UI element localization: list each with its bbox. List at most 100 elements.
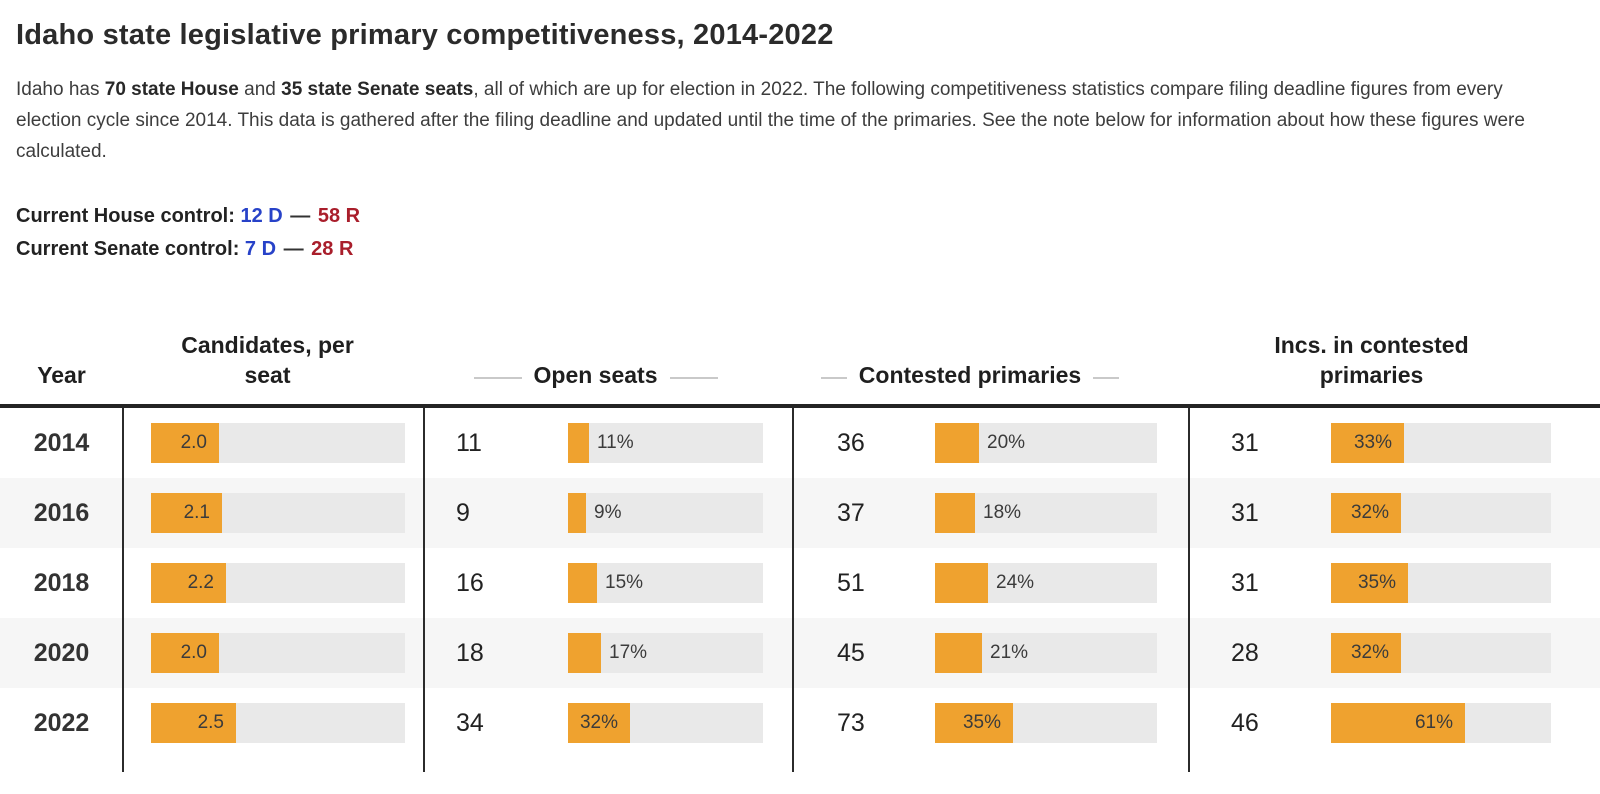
bar-track: 61% xyxy=(1331,703,1551,743)
bar-value-label: 20% xyxy=(987,432,1026,453)
count-value: 31 xyxy=(1231,428,1259,457)
header-dash-right xyxy=(1093,377,1120,379)
incs-cell: 28 32% xyxy=(1189,618,1600,688)
count-value: 31 xyxy=(1231,568,1259,597)
incs-cell: 31 35% xyxy=(1189,548,1600,618)
count-value: 18 xyxy=(456,638,484,667)
page: Idaho state legislative primary competit… xyxy=(0,16,1600,772)
bar-value-label: 35% xyxy=(1357,572,1396,593)
count-value: 34 xyxy=(456,708,484,737)
bar-track: 2.2 xyxy=(151,563,405,603)
bar-fill xyxy=(935,633,982,673)
table-row: 2014 2.0 11 11% 36 20% 31 33% xyxy=(0,408,1600,478)
year-label: 2022 xyxy=(33,708,90,737)
header-dash-left xyxy=(473,377,522,379)
incs-cell: 31 32% xyxy=(1189,478,1600,548)
intro-text: , all of which are up for election in 20… xyxy=(16,79,1525,162)
bar-fill xyxy=(151,493,222,533)
table-body: 2014 2.0 11 11% 36 20% 31 33% 2016 2.1 9 9% 37 18% 31 3… xyxy=(0,404,1600,772)
candidates-per-seat-cell: 2.2 xyxy=(123,548,424,618)
year-cell: 2016 xyxy=(0,478,123,548)
house-control-label: Current House control: xyxy=(16,205,235,227)
bar-value-label: 24% xyxy=(996,572,1035,593)
column-divider xyxy=(122,408,124,772)
col-header-candidates-per-seat: Candidates, per seat xyxy=(181,332,354,388)
bar-fill xyxy=(151,633,219,673)
bar-value-label: 2.0 xyxy=(180,432,207,453)
contested-primaries-cell: 37 18% xyxy=(793,478,1189,548)
open-seats-cell: 34 32% xyxy=(424,688,793,758)
count-value: 16 xyxy=(456,568,484,597)
count-value: 36 xyxy=(837,428,865,457)
bar-value-label: 18% xyxy=(983,502,1022,523)
bar-value-label: 15% xyxy=(605,572,644,593)
contested-primaries-cell: 45 21% xyxy=(793,618,1189,688)
open-seats-cell: 16 15% xyxy=(424,548,793,618)
bar-value-label: 17% xyxy=(609,642,648,663)
page-title: Idaho state legislative primary competit… xyxy=(16,19,834,51)
col-header-incs-in-contested-primaries: Incs. in contested primaries xyxy=(1274,332,1469,388)
year-cell: 2020 xyxy=(0,618,123,688)
contested-primaries-cell: 51 24% xyxy=(793,548,1189,618)
bar-value-label: 9% xyxy=(594,502,622,523)
count-value: 28 xyxy=(1231,638,1259,667)
open-seats-cell: 11 11% xyxy=(424,408,793,478)
col-header-open-seats: Open seats xyxy=(424,360,793,404)
table-header-row: Year Candidates, per seat Open seats Con… xyxy=(0,308,1600,404)
bar-track: 9% xyxy=(568,493,763,533)
bar-value-label: 61% xyxy=(1414,712,1453,733)
bar-track: 32% xyxy=(568,703,763,743)
contested-primaries-cell: 73 35% xyxy=(793,688,1189,758)
column-divider xyxy=(423,408,425,772)
table-row: 2022 2.5 34 32% 73 35% 46 61% xyxy=(0,688,1600,758)
house-rep-count: 58 R xyxy=(317,205,361,227)
bar-value-label: 35% xyxy=(962,712,1001,733)
bar-fill xyxy=(1331,423,1404,463)
bar-value-label: 32% xyxy=(579,712,618,733)
candidates-per-seat-cell: 2.0 xyxy=(123,618,424,688)
bar-track: 33% xyxy=(1331,423,1551,463)
senate-control-separator: — xyxy=(283,238,304,260)
contested-primaries-cell: 36 20% xyxy=(793,408,1189,478)
open-seats-cell: 9 9% xyxy=(424,478,793,548)
header-dash-left xyxy=(820,377,847,379)
year-label: 2020 xyxy=(33,638,90,667)
bar-fill xyxy=(151,703,236,743)
count-value: 9 xyxy=(456,498,470,527)
table-row: 2016 2.1 9 9% 37 18% 31 32% xyxy=(0,478,1600,548)
intro-bold-text: 70 state House xyxy=(104,79,239,100)
bar-fill xyxy=(568,703,630,743)
col-header-contested-primaries: Contested primaries xyxy=(793,360,1189,404)
year-cell: 2018 xyxy=(0,548,123,618)
table-row: 2020 2.0 18 17% 45 21% 28 32% xyxy=(0,618,1600,688)
column-divider xyxy=(792,408,794,772)
bar-track: 24% xyxy=(935,563,1157,603)
bar-track: 15% xyxy=(568,563,763,603)
bar-track: 18% xyxy=(935,493,1157,533)
senate-control-label: Current Senate control: xyxy=(16,238,240,260)
bar-value-label: 2.2 xyxy=(187,572,214,593)
bar-value-label: 32% xyxy=(1350,502,1389,523)
bar-fill xyxy=(1331,703,1465,743)
house-control-line: Current House control: 12 D — 58 R xyxy=(16,200,1584,233)
bar-fill xyxy=(935,493,975,533)
house-control-separator: — xyxy=(290,205,311,227)
bar-value-label: 11% xyxy=(597,432,634,453)
count-value: 46 xyxy=(1231,708,1259,737)
bar-fill xyxy=(568,493,586,533)
intro-bold-text: 35 state Senate seats xyxy=(281,79,474,100)
open-seats-cell: 18 17% xyxy=(424,618,793,688)
column-divider xyxy=(1188,408,1190,772)
bar-track: 21% xyxy=(935,633,1157,673)
chamber-control-summary: Current House control: 12 D — 58 R Curre… xyxy=(16,200,1584,266)
bar-track: 35% xyxy=(935,703,1157,743)
candidates-per-seat-cell: 2.5 xyxy=(123,688,424,758)
bar-fill xyxy=(1331,633,1401,673)
col-header-year: Year xyxy=(37,362,86,388)
count-value: 45 xyxy=(837,638,865,667)
intro-text: and xyxy=(238,79,282,100)
count-value: 37 xyxy=(837,498,865,527)
bar-value-label: 2.5 xyxy=(197,712,224,733)
bar-fill xyxy=(568,423,589,463)
count-value: 73 xyxy=(837,708,865,737)
